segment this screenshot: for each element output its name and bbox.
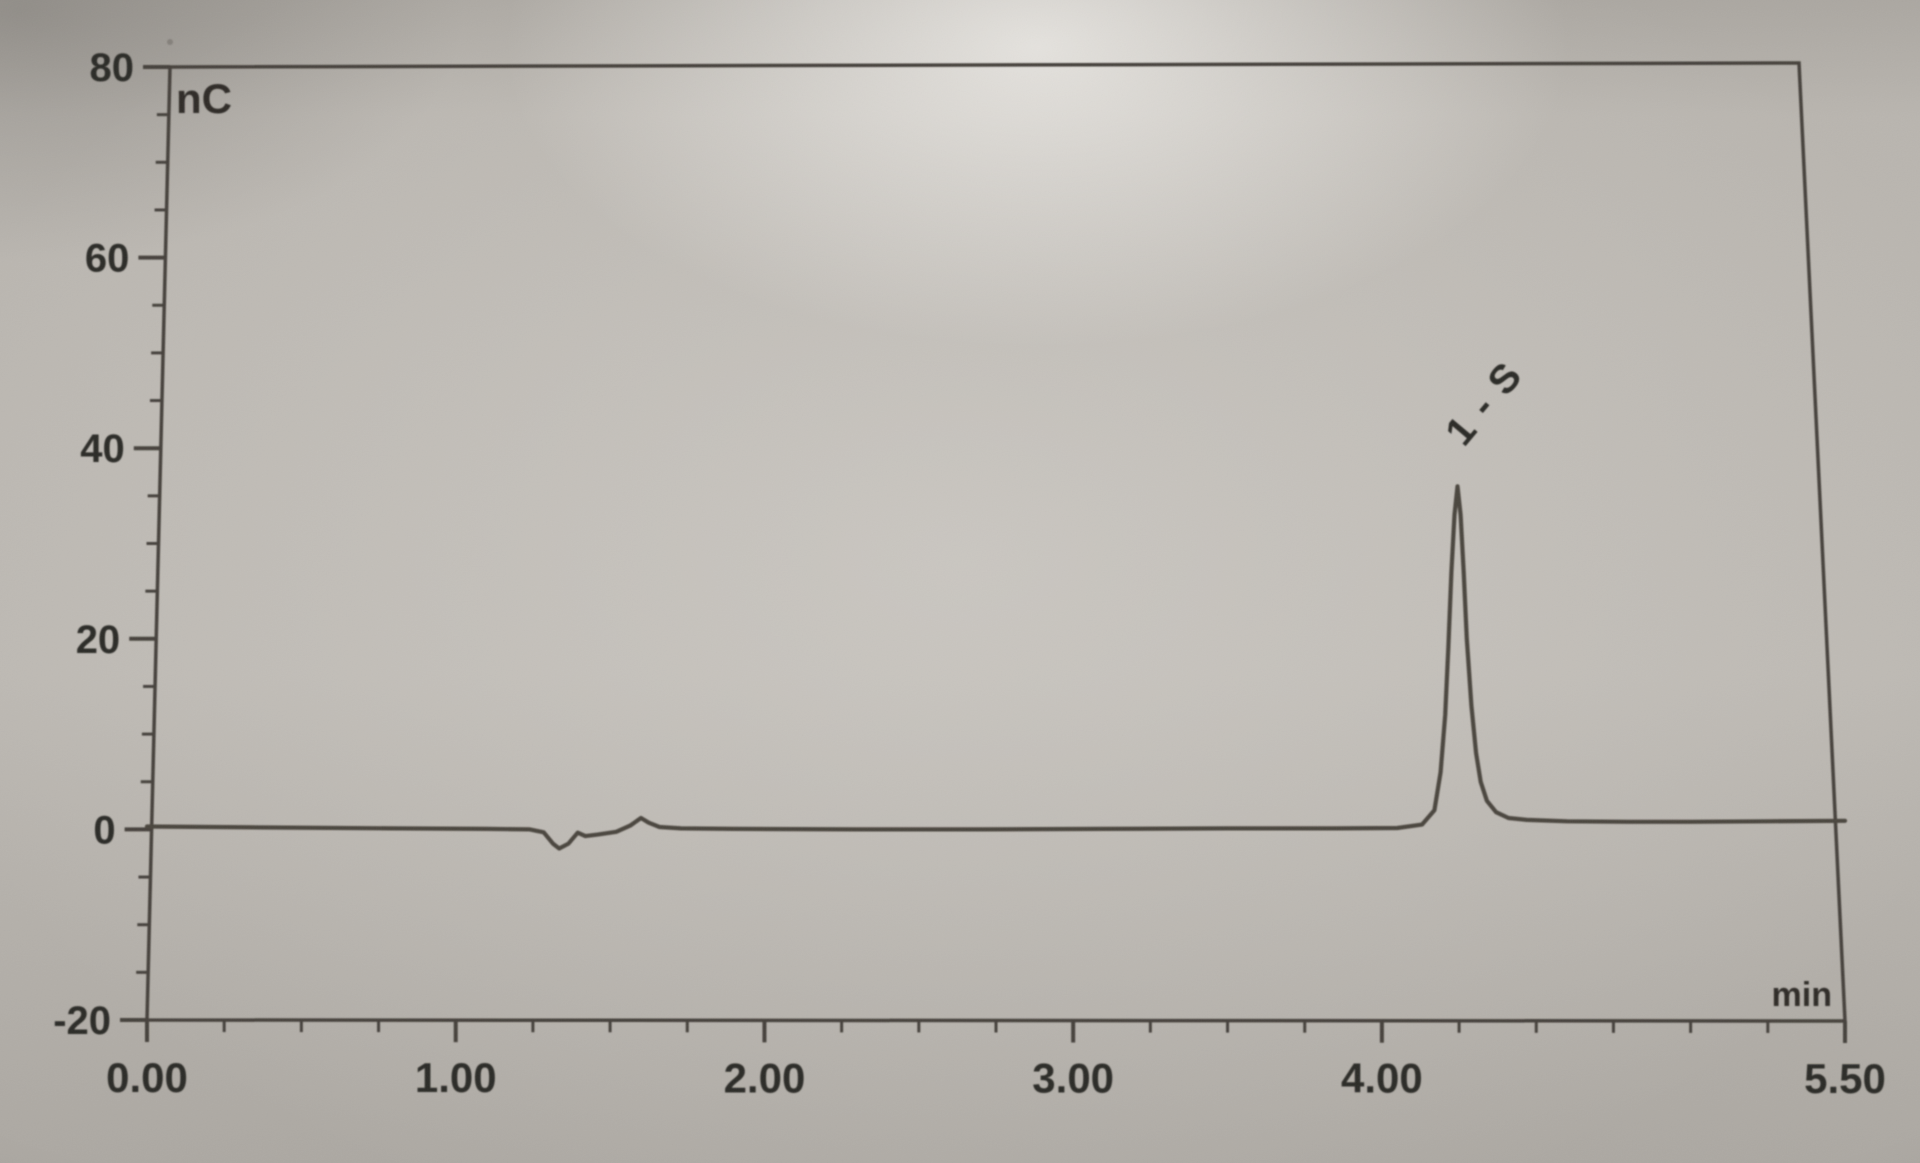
noise-overlay: [0, 0, 1920, 1163]
